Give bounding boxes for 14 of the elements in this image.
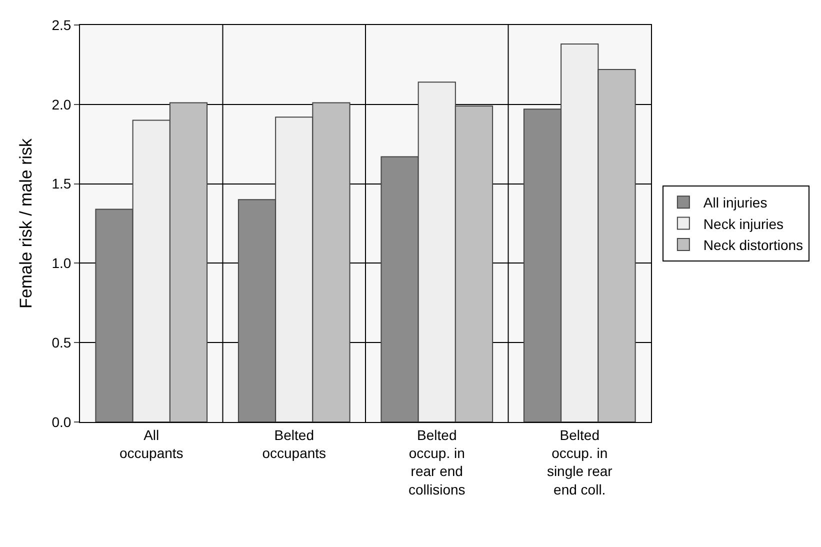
- legend-label: All injuries: [703, 194, 768, 211]
- legend-label: Neck injuries: [703, 216, 784, 232]
- y-tick-label: 2.5: [52, 16, 72, 33]
- x-tick-label: All occupants: [119, 426, 184, 461]
- x-tick-label: Belted occup. in single rear end coll.: [546, 426, 613, 498]
- y-axis-title: Female risk / male risk: [16, 138, 36, 309]
- y-tick-label: 1.5: [52, 176, 72, 192]
- x-tick-label: Belted occup. in rear end collisions: [408, 426, 466, 498]
- legend-label: Neck distortions: [703, 236, 804, 253]
- x-tick-label: Belted occupants: [262, 426, 326, 461]
- y-tick-label: 2.0: [52, 96, 72, 112]
- y-tick-label: 1.0: [52, 255, 72, 272]
- y-tick-label: 0.5: [52, 334, 72, 350]
- y-tick-label: 0.0: [52, 414, 72, 430]
